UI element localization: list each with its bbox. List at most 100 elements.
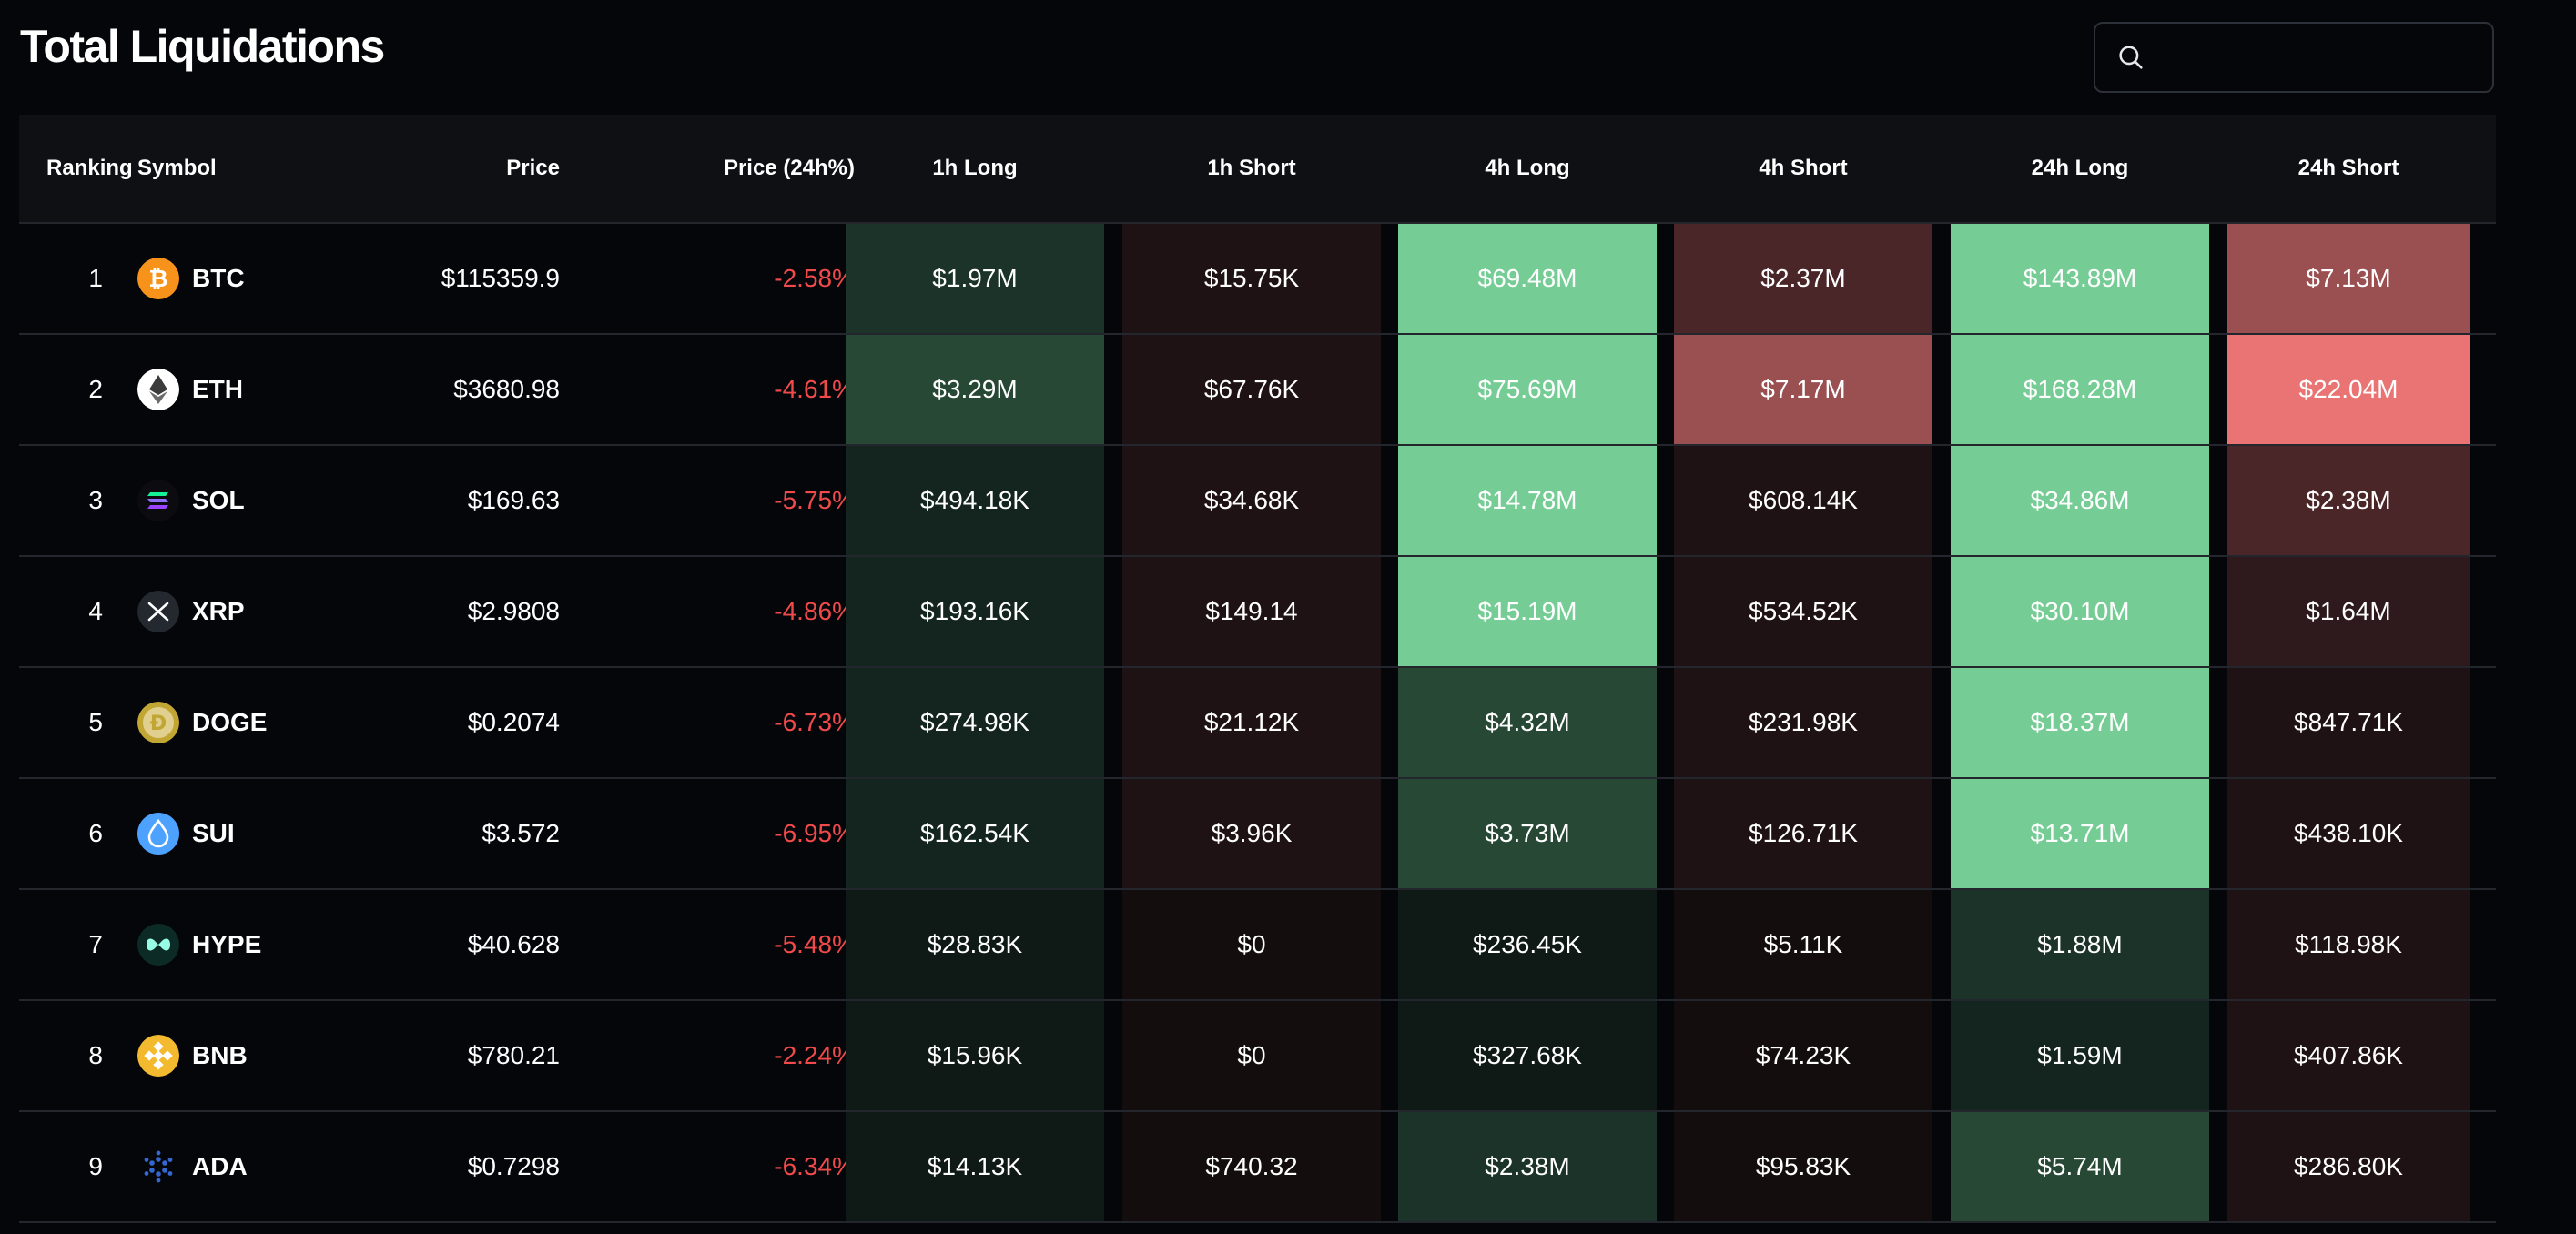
table-row[interactable]: 3 SOL $169.63 -5.75% $494.18K $34.68K $14.78… xyxy=(19,446,2496,557)
price-cell: $115359.9 xyxy=(441,264,560,292)
rank-cell: 3 xyxy=(88,486,103,514)
header-price-change[interactable]: Price (24h%) xyxy=(723,156,855,180)
search-icon xyxy=(2119,46,2143,69)
symbol-cell[interactable]: HYPE xyxy=(137,890,356,999)
header-symbol[interactable]: Symbol xyxy=(137,156,217,180)
h4-short-cell: $608.14K xyxy=(1674,446,1932,555)
table-row[interactable]: 9 ADA $0.7298 -6.34% $14.13K $740.32 $2.38M $… xyxy=(19,1112,2496,1223)
h1-long-cell: $28.83K xyxy=(846,890,1104,999)
symbol-cell[interactable]: BNB xyxy=(137,1001,356,1110)
h1-short-cell: $740.32 xyxy=(1122,1112,1381,1221)
symbol-label: ETH xyxy=(192,375,243,403)
h1-long-cell: $14.13K xyxy=(846,1112,1104,1221)
rank-cell: 1 xyxy=(88,264,103,292)
h4-short-cell: $7.17M xyxy=(1674,335,1932,444)
symbol-cell[interactable]: ETH xyxy=(137,335,356,444)
h4-long-cell: $236.45K xyxy=(1398,890,1657,999)
table-row[interactable]: 8 BNB $780.21 -2.24% $15.96K $0 $327.68K $74.… xyxy=(19,1001,2496,1112)
header-1h-long[interactable]: 1h Long xyxy=(932,156,1018,180)
symbol-cell[interactable]: ₿ BTC xyxy=(137,224,356,333)
table-row[interactable]: 7 HYPE $40.628 -5.48% $28.83K $0 $236.45K $5.… xyxy=(19,890,2496,1001)
h24-long-cell: $30.10M xyxy=(1951,557,2209,666)
price-cell: $2.9808 xyxy=(467,597,560,625)
price-cell: $0.2074 xyxy=(467,708,560,736)
h24-long-cell: $1.59M xyxy=(1951,1001,2209,1110)
table-row[interactable]: 1 ₿ BTC $115359.9 -2.58% $1.97M $15.75K $69.… xyxy=(19,224,2496,335)
price-cell: $40.628 xyxy=(467,930,560,958)
table-row[interactable]: 2 ETH $3680.98 -4.61% $3.29M $67.76K $75.69M… xyxy=(19,335,2496,446)
table-row[interactable]: 6 SUI $3.572 -6.95% $162.54K $3.96K $3.73M $1… xyxy=(19,779,2496,890)
price-change-cell: -4.61% xyxy=(774,375,855,403)
price-change-cell: -2.24% xyxy=(774,1041,855,1069)
h24-short-cell: $1.64M xyxy=(2227,557,2470,666)
h24-long-cell: $168.28M xyxy=(1951,335,2209,444)
header-24h-short[interactable]: 24h Short xyxy=(2297,156,2399,180)
cardano-icon xyxy=(137,1146,179,1188)
symbol-cell[interactable]: XRP xyxy=(137,557,356,666)
symbol-cell[interactable]: SOL xyxy=(137,446,356,555)
symbol-label: DOGE xyxy=(192,708,268,736)
h1-short-cell: $149.14 xyxy=(1122,557,1381,666)
h1-long-cell: $1.97M xyxy=(846,224,1104,333)
h1-short-cell: $3.96K xyxy=(1122,779,1381,888)
price-cell: $3.572 xyxy=(482,819,560,847)
h1-short-cell: $15.75K xyxy=(1122,224,1381,333)
h4-short-cell: $126.71K xyxy=(1674,779,1932,888)
symbol-cell[interactable]: ADA xyxy=(137,1112,356,1221)
search-box[interactable] xyxy=(2094,22,2504,93)
symbol-cell[interactable]: Ð DOGE xyxy=(137,668,356,777)
symbol-label: ADA xyxy=(192,1152,248,1180)
h24-long-cell: $34.86M xyxy=(1951,446,2209,555)
h1-long-cell: $3.29M xyxy=(846,335,1104,444)
price-change-cell: -2.58% xyxy=(774,264,855,292)
h24-long-cell: $1.88M xyxy=(1951,890,2209,999)
h24-long-cell: $18.37M xyxy=(1951,668,2209,777)
h1-long-cell: $274.98K xyxy=(846,668,1104,777)
search-input[interactable] xyxy=(2146,24,2504,91)
h24-short-cell: $438.10K xyxy=(2227,779,2470,888)
h4-long-cell: $14.78M xyxy=(1398,446,1657,555)
header-ranking[interactable]: Ranking xyxy=(46,156,133,180)
symbol-cell[interactable]: SUI xyxy=(137,779,356,888)
header-4h-short[interactable]: 4h Short xyxy=(1759,156,1848,180)
rank-cell: 7 xyxy=(88,930,103,958)
h24-short-cell: $22.04M xyxy=(2227,335,2470,444)
header-price[interactable]: Price xyxy=(506,156,560,180)
sui-icon xyxy=(137,813,179,855)
page-title: Total Liquidations xyxy=(20,21,385,72)
h24-short-cell: $2.38M xyxy=(2227,446,2470,555)
header-4h-long[interactable]: 4h Long xyxy=(1485,156,1570,180)
h4-short-cell: $95.83K xyxy=(1674,1112,1932,1221)
header-24h-long[interactable]: 24h Long xyxy=(2031,156,2129,180)
symbol-label: SOL xyxy=(192,486,245,514)
h4-short-cell: $5.11K xyxy=(1674,890,1932,999)
rank-cell: 5 xyxy=(88,708,103,736)
svg-text:₿: ₿ xyxy=(148,266,167,293)
rank-cell: 8 xyxy=(88,1041,103,1069)
h4-long-cell: $3.73M xyxy=(1398,779,1657,888)
h4-long-cell: $69.48M xyxy=(1398,224,1657,333)
table-row[interactable]: 5 Ð DOGE $0.2074 -6.73% $274.98K $21.12K $4.… xyxy=(19,668,2496,779)
h4-short-cell: $74.23K xyxy=(1674,1001,1932,1110)
h24-long-cell: $5.74M xyxy=(1951,1112,2209,1221)
hyperliquid-icon xyxy=(137,924,179,966)
symbol-label: BNB xyxy=(192,1041,248,1069)
table-row[interactable]: 4 XRP $2.9808 -4.86% $193.16K $149.14 $15.19… xyxy=(19,557,2496,668)
header-1h-short[interactable]: 1h Short xyxy=(1207,156,1296,180)
h24-short-cell: $286.80K xyxy=(2227,1112,2470,1221)
symbol-label: XRP xyxy=(192,597,245,625)
rank-cell: 6 xyxy=(88,819,103,847)
h24-short-cell: $118.98K xyxy=(2227,890,2470,999)
h4-long-cell: $4.32M xyxy=(1398,668,1657,777)
symbol-label: SUI xyxy=(192,819,235,847)
price-cell: $169.63 xyxy=(467,486,560,514)
solana-icon xyxy=(137,480,179,521)
price-change-cell: -6.34% xyxy=(774,1152,855,1180)
h1-long-cell: $494.18K xyxy=(846,446,1104,555)
h4-short-cell: $534.52K xyxy=(1674,557,1932,666)
liquidations-table: Ranking Symbol Price Price (24h%) 1h Lon… xyxy=(19,115,2496,1223)
rank-cell: 2 xyxy=(88,375,103,403)
price-change-cell: -6.73% xyxy=(774,708,855,736)
h1-short-cell: $21.12K xyxy=(1122,668,1381,777)
